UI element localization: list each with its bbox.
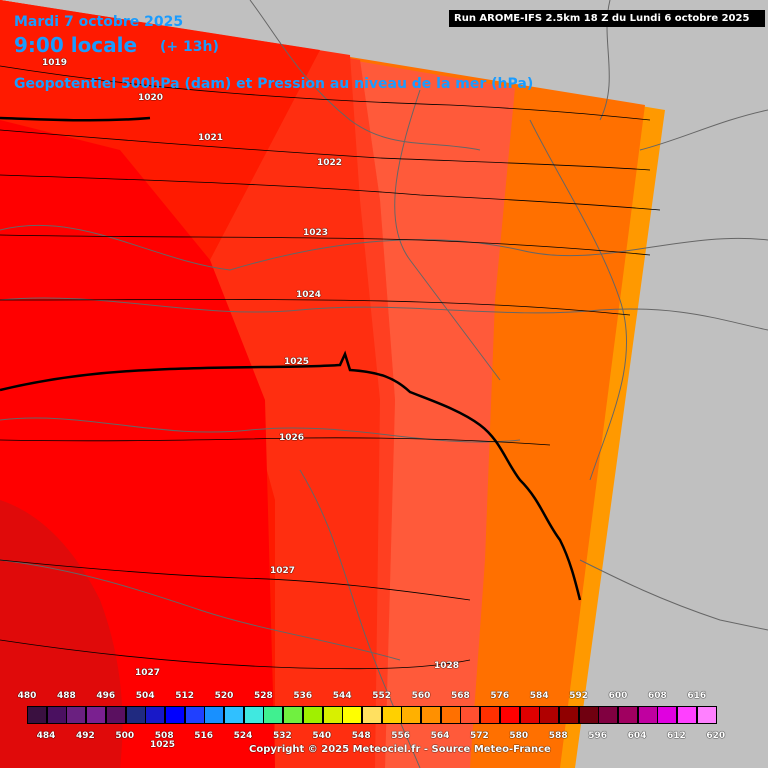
legend-swatch	[243, 706, 264, 724]
legend-label-top: 608	[647, 691, 667, 701]
color-legend: 480 488 496 504 512 520 528 536 544 552 560 568 576 5…	[0, 686, 768, 768]
legend-swatch	[618, 706, 638, 724]
legend-swatch	[381, 706, 402, 724]
legend-swatch	[322, 706, 343, 724]
legend-swatch	[696, 706, 717, 724]
legend-swatch	[46, 706, 67, 724]
isobar-label: 1025	[284, 357, 310, 367]
lead-time: (+ 13h)	[160, 39, 219, 55]
legend-swatch	[66, 706, 87, 724]
legend-swatch	[125, 706, 146, 724]
legend-swatch	[401, 706, 422, 724]
legend-label-bottom: 572	[469, 731, 489, 741]
legend-swatch	[598, 706, 619, 724]
legend-swatch	[499, 706, 520, 724]
legend-swatch	[27, 706, 47, 724]
legend-label-bottom: 532	[272, 731, 292, 741]
legend-swatch	[480, 706, 501, 724]
legend-swatch	[519, 706, 540, 724]
legend-swatch	[263, 706, 284, 724]
isobar-label: 1027	[270, 566, 296, 576]
legend-swatch	[657, 706, 678, 724]
legend-swatch	[539, 706, 560, 724]
local-time: 9:00 locale	[14, 33, 138, 57]
legend-label-bottom: 604	[627, 731, 647, 741]
isobars	[0, 65, 661, 670]
legend-label-top: 496	[96, 691, 116, 701]
legend-label-top: 536	[293, 691, 313, 701]
legend-label-bottom: 548	[351, 731, 371, 741]
legend-label-bottom: 564	[430, 731, 450, 741]
legend-swatch	[578, 706, 599, 724]
legend-label-top: 504	[135, 691, 155, 701]
legend-label-bottom: 484	[36, 731, 56, 741]
legend-swatch	[164, 706, 185, 724]
isobar-label: 1028	[434, 661, 460, 671]
legend-swatch	[637, 706, 658, 724]
legend-label-top: 600	[608, 691, 628, 701]
legend-swatch	[184, 706, 205, 724]
legend-label-top: 584	[529, 691, 549, 701]
legend-swatch	[361, 706, 382, 724]
isobar-label: 1019	[42, 58, 68, 68]
legend-swatch	[460, 706, 481, 724]
isobar-label: 1023	[303, 228, 329, 238]
field-title: Geopotentiel 500hPa (dam) et Pression au…	[14, 76, 534, 92]
legend-label-top: 544	[332, 691, 352, 701]
isobar-label: 1024	[296, 290, 322, 300]
legend-swatch	[204, 706, 225, 724]
legend-label-bottom: 580	[509, 731, 529, 741]
legend-swatch	[224, 706, 244, 724]
isobar-label: 1027	[135, 668, 161, 678]
legend-label-bottom: 620	[706, 731, 726, 741]
legend-label-bottom: 524	[233, 731, 253, 741]
legend-label-top: 576	[490, 691, 510, 701]
legend-swatch	[342, 706, 363, 724]
legend-label-top: 568	[450, 691, 470, 701]
legend-label-bottom: 612	[666, 731, 686, 741]
isobar-1025-bold	[0, 350, 582, 601]
legend-label-top: 616	[687, 691, 707, 701]
legend-label-top: 480	[17, 691, 37, 701]
legend-label-bottom: 540	[312, 731, 332, 741]
legend-label-bottom: 516	[194, 731, 213, 741]
copyright: Copyright © 2025 Meteociel.fr - Source M…	[249, 744, 551, 755]
legend-swatch	[558, 706, 579, 724]
legend-swatch	[105, 706, 126, 724]
legend-swatch	[677, 706, 698, 724]
legend-label-top: 560	[411, 691, 431, 701]
legend-swatch	[302, 706, 323, 724]
legend-label-top: 488	[56, 691, 76, 701]
isobar-label: 1022	[317, 158, 343, 168]
legend-label-top: 512	[175, 691, 194, 701]
legend-swatch	[440, 706, 461, 724]
legend-label-bottom: 492	[75, 731, 95, 741]
forecast-date: Mardi 7 octobre 2025	[14, 14, 184, 30]
legend-label-top: 592	[569, 691, 588, 701]
legend-swatch	[421, 706, 441, 724]
isobar-label: 1020	[138, 93, 164, 103]
legend-swatch	[86, 706, 107, 724]
legend-label-bottom: 588	[548, 731, 568, 741]
legend-label-top: 552	[372, 691, 391, 701]
legend-label-top: 520	[214, 691, 234, 701]
legend-label-bottom: 596	[588, 731, 607, 741]
isobar-label: 1021	[198, 133, 224, 143]
legend-swatch	[283, 706, 304, 724]
run-info: Run AROME-IFS 2.5km 18 Z du Lundi 6 octo…	[449, 10, 765, 27]
legend-label-top: 528	[253, 691, 273, 701]
isobar-label: 1026	[279, 433, 305, 443]
legend-label-bottom: 500	[115, 731, 135, 741]
isobar-label: 1025	[150, 740, 176, 750]
legend-label-bottom: 556	[391, 731, 410, 741]
legend-swatch	[145, 706, 166, 724]
band-560	[0, 500, 123, 768]
legend-label-bottom: 508	[154, 731, 174, 741]
isobar-1020-bold	[0, 116, 151, 122]
